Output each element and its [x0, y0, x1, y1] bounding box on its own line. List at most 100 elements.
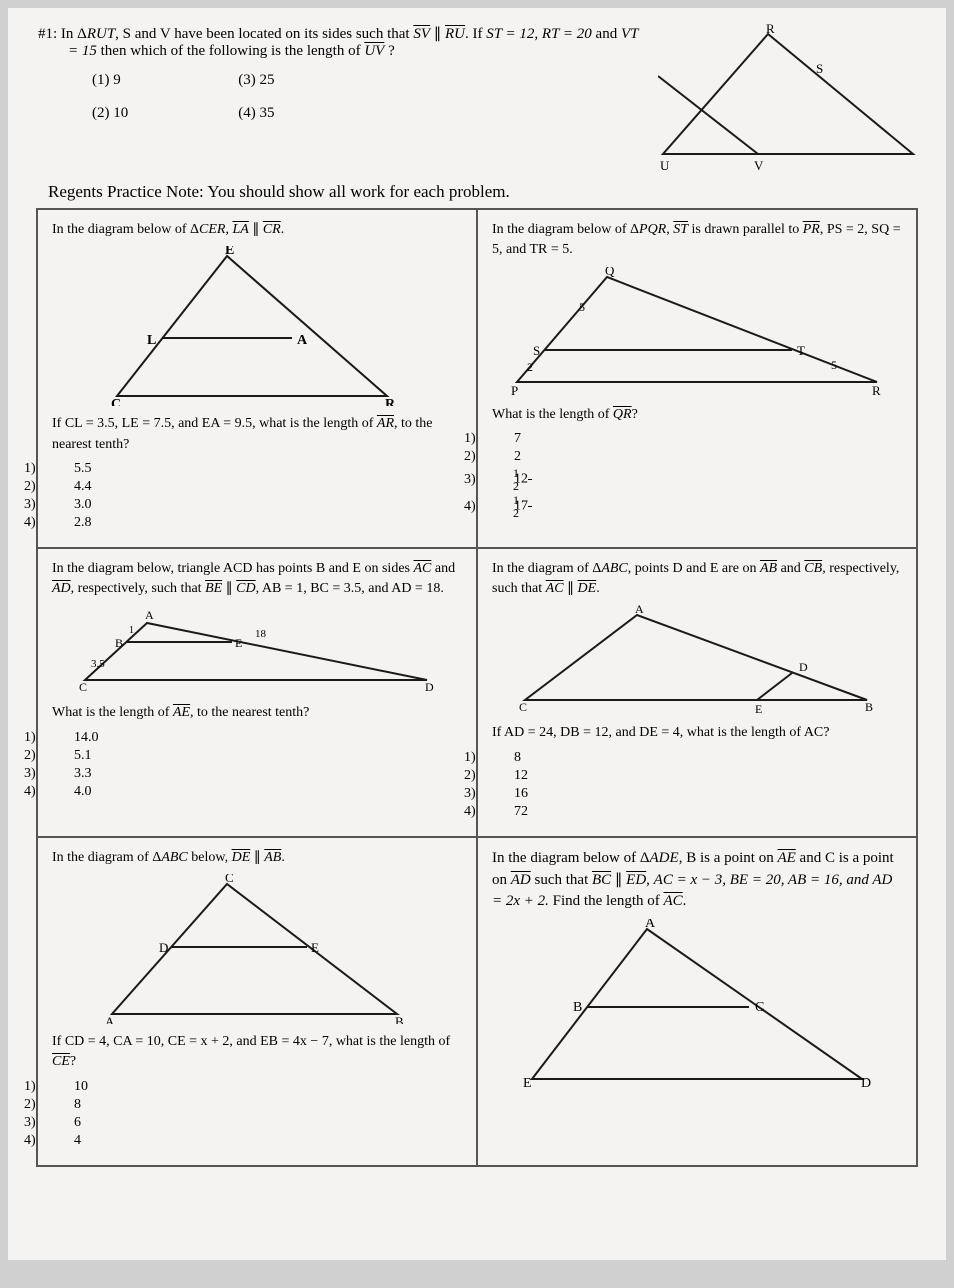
c4-a1[interactable]: 1)8: [492, 750, 902, 766]
c3-a4[interactable]: 4)4.0: [52, 784, 462, 800]
c1-answers: 1)5.5 2)4.4 3)3.0 4)2.8: [52, 461, 462, 531]
question-1-section: #1: In ΔRUT, S and V have been located o…: [36, 24, 918, 174]
choice-3[interactable]: (3) 25: [238, 72, 274, 89]
cell-4: In the diagram of ΔABC, points D and E a…: [477, 548, 917, 837]
svg-text:A: A: [645, 919, 656, 931]
q1-st: ST = 12, RT = 20: [486, 26, 592, 42]
svg-text:S: S: [533, 343, 540, 358]
svg-text:2: 2: [527, 360, 533, 374]
svg-text:P: P: [511, 383, 518, 397]
c3-a2[interactable]: 2)5.1: [52, 748, 462, 764]
q1-diagram: R S U V: [658, 24, 918, 174]
choice-4[interactable]: (4) 35: [238, 105, 274, 122]
svg-text:C: C: [519, 700, 527, 714]
cell-2: In the diagram below of ΔPQR, ST is draw…: [477, 209, 917, 548]
label-R: R: [766, 24, 775, 36]
c4-a2[interactable]: 2)12: [492, 768, 902, 784]
svg-text:A: A: [105, 1014, 115, 1024]
c5-a4[interactable]: 4)4: [52, 1133, 462, 1149]
c2-a1[interactable]: 1)7: [492, 431, 902, 447]
c3-diagram: A B E C D 18 3.5 1: [77, 605, 437, 695]
cell-3: In the diagram below, triangle ACD has p…: [37, 548, 477, 837]
c5-a3[interactable]: 3)6: [52, 1115, 462, 1131]
c4-intro: In the diagram of ΔABC, points D and E a…: [492, 559, 902, 600]
q1-m1: , S and V have been located on its sides…: [115, 26, 413, 42]
c1-intro: In the diagram below of ΔCER, LA ∥ CR.: [52, 220, 462, 240]
svg-text:B: B: [115, 636, 123, 650]
svg-text:C: C: [79, 680, 87, 694]
svg-text:T: T: [797, 343, 805, 358]
c6-diagram: A B C E D: [517, 919, 877, 1089]
label-V: V: [754, 158, 764, 173]
svg-text:E: E: [225, 246, 234, 258]
c3-a1[interactable]: 1)14.0: [52, 730, 462, 746]
c5-a2[interactable]: 2)8: [52, 1097, 462, 1113]
label-S: S: [816, 61, 823, 76]
worksheet-page: #1: In ΔRUT, S and V have been located o…: [8, 8, 946, 1260]
cell-5: In the diagram of ΔABC below, DE ∥ AB. C…: [37, 837, 477, 1166]
svg-text:18: 18: [255, 628, 267, 640]
c5-answers: 1)10 2)8 3)6 4)4: [52, 1079, 462, 1149]
q1-pre: In Δ: [61, 26, 87, 42]
c2-a3[interactable]: 3)1212: [492, 467, 902, 492]
svg-text:B: B: [865, 700, 873, 714]
q1-tri: RUT: [87, 26, 115, 42]
problem-grid: In the diagram below of ΔCER, LA ∥ CR. E…: [36, 208, 918, 1167]
svg-text:B: B: [395, 1014, 404, 1024]
choice-col-left: (1) 9 (2) 10: [92, 72, 128, 122]
c1-a4[interactable]: 4)2.8: [52, 515, 462, 531]
c4-a4[interactable]: 4)72: [492, 804, 902, 820]
svg-text:A: A: [145, 608, 154, 622]
svg-text:1: 1: [129, 625, 134, 636]
c3-a3[interactable]: 3)3.3: [52, 766, 462, 782]
q1-par: ∥: [430, 26, 445, 42]
svg-text:5: 5: [831, 358, 837, 372]
svg-text:D: D: [799, 660, 808, 674]
c2-diagram: Q S T P R 5 2 5: [507, 267, 887, 397]
cell-6: In the diagram below of ΔADE, B is a poi…: [477, 837, 917, 1166]
cell-1: In the diagram below of ΔCER, LA ∥ CR. E…: [37, 209, 477, 548]
c5-a1[interactable]: 1)10: [52, 1079, 462, 1095]
c3-question: What is the length of AE, to the nearest…: [52, 703, 462, 723]
q1-and: and: [592, 26, 621, 42]
q1-m2: . If: [465, 26, 486, 42]
svg-text:D: D: [425, 680, 434, 694]
c4-diagram: A C B D E: [517, 605, 877, 715]
c1-a1[interactable]: 1)5.5: [52, 461, 462, 477]
c1-a2[interactable]: 2)4.4: [52, 479, 462, 495]
label-U: U: [660, 158, 670, 173]
c1-diagram: E L A C R: [107, 246, 407, 406]
question-1-text: #1: In ΔRUT, S and V have been located o…: [36, 24, 646, 60]
svg-text:C: C: [111, 397, 121, 406]
q1-q: ?: [384, 43, 394, 59]
q1-label: #1:: [38, 26, 57, 42]
svg-text:L: L: [147, 333, 156, 348]
regents-note: Regents Practice Note: You should show a…: [48, 182, 918, 202]
q1-choices: (1) 9 (2) 10 (3) 25 (4) 35: [92, 72, 646, 122]
svg-text:D: D: [159, 940, 168, 955]
c5-given: If CD = 4, CA = 10, CE = x + 2, and EB =…: [52, 1032, 462, 1073]
svg-text:C: C: [755, 1000, 764, 1015]
question-1-left: #1: In ΔRUT, S and V have been located o…: [36, 24, 646, 140]
svg-text:E: E: [235, 636, 242, 650]
c3-intro: In the diagram below, triangle ACD has p…: [52, 559, 462, 600]
svg-text:R: R: [872, 383, 881, 397]
c1-given: If CL = 3.5, LE = 7.5, and EA = 9.5, wha…: [52, 414, 462, 455]
c5-diagram: C D E A B: [97, 874, 417, 1024]
c5-intro: In the diagram of ΔABC below, DE ∥ AB.: [52, 848, 462, 868]
svg-text:R: R: [385, 397, 396, 406]
c2-intro: In the diagram below of ΔPQR, ST is draw…: [492, 220, 902, 261]
svg-text:C: C: [225, 874, 234, 885]
q1-sv: SV: [413, 26, 430, 42]
choice-1[interactable]: (1) 9: [92, 72, 128, 89]
c1-a3[interactable]: 3)3.0: [52, 497, 462, 513]
svg-text:E: E: [755, 702, 762, 715]
svg-text:5: 5: [579, 300, 585, 314]
c2-a4[interactable]: 4)1712: [492, 494, 902, 519]
c2-a2[interactable]: 2)2: [492, 449, 902, 465]
c4-a3[interactable]: 3)16: [492, 786, 902, 802]
svg-text:E: E: [523, 1076, 532, 1089]
svg-text:B: B: [573, 1000, 582, 1015]
choice-2[interactable]: (2) 10: [92, 105, 128, 122]
svg-text:D: D: [861, 1076, 871, 1089]
